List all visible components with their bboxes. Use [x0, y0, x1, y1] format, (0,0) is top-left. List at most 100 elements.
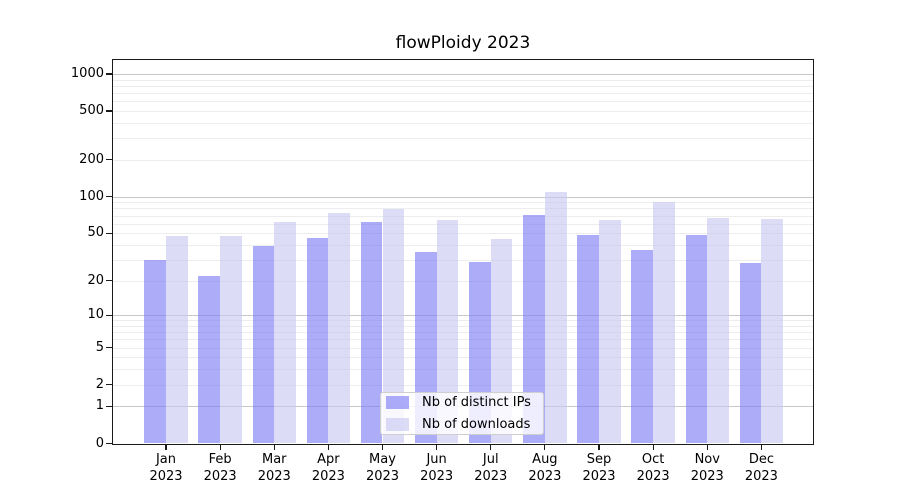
- minor-gridline: [113, 357, 813, 359]
- chart-title: flowPloidy 2023: [395, 33, 531, 53]
- y-tick-label: 0: [95, 435, 104, 451]
- minor-gridline: [113, 138, 813, 140]
- minor-gridline: [113, 111, 813, 113]
- bar-ips-may: [360, 221, 383, 444]
- minor-gridline: [113, 259, 813, 261]
- minor-gridline: [113, 320, 813, 322]
- bar-downloads-jan: [166, 236, 188, 444]
- x-tick-mark: [652, 444, 654, 450]
- top-spine: [112, 58, 814, 60]
- minor-gridline: [113, 202, 813, 204]
- bar-downloads-sep: [599, 220, 621, 444]
- x-tick-label: Dec 2023: [744, 451, 778, 485]
- y-tick-label: 10: [87, 307, 104, 323]
- x-tick-label: Mar 2023: [257, 451, 291, 485]
- y-tick-mark: [106, 314, 112, 316]
- x-tick-mark: [760, 444, 762, 450]
- y-tick-mark: [106, 405, 112, 408]
- legend-label: Nb of distinct IPs: [422, 395, 531, 410]
- y-tick-mark: [106, 442, 112, 445]
- bar-ips-oct: [631, 250, 654, 444]
- legend-swatch-downloads-icon: [386, 418, 409, 431]
- legend-item-distinct-ips: Nb of distinct IPs: [386, 395, 535, 410]
- plot-area: [113, 60, 813, 444]
- y-tick-mark: [106, 232, 112, 234]
- bar-downloads-apr: [328, 212, 351, 444]
- x-tick-mark: [706, 444, 708, 450]
- right-spine: [813, 59, 815, 445]
- x-tick-label: Nov 2023: [690, 451, 724, 485]
- x-tick-mark: [165, 444, 167, 450]
- x-tick-mark: [273, 444, 275, 450]
- minor-gridline: [113, 280, 813, 282]
- y-tick-label: 50: [87, 225, 104, 241]
- y-tick-label: 1: [95, 398, 104, 414]
- minor-gridline: [113, 384, 813, 386]
- bar-downloads-feb: [220, 236, 242, 444]
- minor-gridline: [113, 159, 813, 161]
- minor-gridline: [113, 223, 813, 225]
- minor-gridline: [113, 339, 813, 341]
- bar-ips-apr: [306, 237, 329, 444]
- legend: Nb of distinct IPs Nb of downloads: [380, 392, 544, 435]
- y-tick-label: 100: [79, 188, 104, 204]
- minor-gridline: [113, 332, 813, 334]
- minor-gridline: [113, 244, 813, 246]
- y-tick-mark: [106, 73, 112, 75]
- minor-gridline: [113, 233, 813, 235]
- y-tick-label: 2: [95, 376, 104, 392]
- major-gridline: [113, 74, 813, 75]
- minor-gridline: [113, 93, 813, 95]
- bar-ips-dec: [739, 263, 762, 444]
- x-tick-mark: [490, 444, 492, 450]
- minor-gridline: [113, 79, 813, 81]
- bottom-spine: [112, 443, 814, 445]
- minor-gridline: [113, 215, 813, 217]
- bar-ips-sep: [577, 235, 599, 444]
- x-tick-mark: [327, 444, 329, 450]
- x-tick-label: Jul 2023: [474, 451, 508, 485]
- bar-downloads-jun: [436, 220, 459, 444]
- bar-downloads-dec: [761, 218, 784, 444]
- y-tick-label: 1000: [70, 66, 104, 81]
- bar-ips-jan: [144, 259, 166, 444]
- x-tick-label: Jan 2023: [149, 451, 183, 485]
- legend-label: Nb of downloads: [422, 417, 531, 432]
- minor-gridline: [113, 208, 813, 210]
- minor-gridline: [113, 325, 813, 327]
- bar-downloads-may: [382, 209, 405, 444]
- legend-swatch-distinct-ips-icon: [386, 396, 409, 409]
- minor-gridline: [113, 101, 813, 103]
- bar-downloads-mar: [274, 221, 296, 444]
- x-tick-label: Aug 2023: [528, 451, 562, 485]
- x-tick-label: May 2023: [365, 451, 400, 485]
- x-tick-label: Apr 2023: [311, 451, 345, 485]
- bar-ips-aug: [523, 214, 545, 444]
- x-tick-label: Jun 2023: [420, 451, 454, 485]
- bar-downloads-oct: [653, 201, 675, 444]
- bar-downloads-aug: [544, 191, 567, 444]
- y-tick-mark: [106, 347, 112, 349]
- minor-gridline: [113, 369, 813, 371]
- bar-downloads-nov: [707, 217, 729, 444]
- x-tick-mark: [436, 444, 438, 450]
- y-tick-label: 200: [79, 151, 104, 167]
- bar-ips-feb: [198, 275, 221, 444]
- minor-gridline: [113, 347, 813, 349]
- major-gridline: [113, 315, 813, 317]
- left-spine: [111, 59, 113, 445]
- x-tick-mark: [381, 444, 384, 450]
- minor-gridline: [113, 122, 813, 124]
- y-tick-label: 20: [87, 272, 104, 288]
- y-tick-label: 5: [95, 339, 104, 355]
- x-tick-mark: [598, 444, 600, 450]
- x-tick-mark: [219, 444, 221, 450]
- legend-item-downloads: Nb of downloads: [386, 417, 535, 432]
- y-tick-mark: [106, 196, 112, 198]
- bar-ips-mar: [252, 246, 275, 444]
- bar-ips-nov: [685, 235, 708, 444]
- x-tick-label: Feb 2023: [203, 451, 237, 485]
- y-tick-label: 500: [79, 103, 104, 119]
- x-tick-label: Sep 2023: [582, 451, 616, 485]
